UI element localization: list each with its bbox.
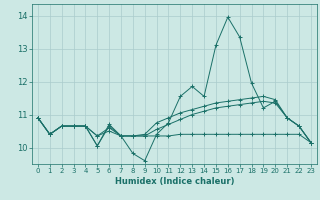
X-axis label: Humidex (Indice chaleur): Humidex (Indice chaleur) <box>115 177 234 186</box>
